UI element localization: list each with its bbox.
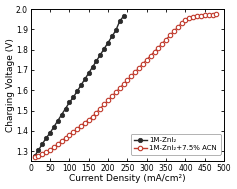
1M-ZnI₂: [68, 101, 71, 104]
1M-ZnI₂+7.5% ACN: [138, 67, 141, 69]
1M-ZnI₂: [64, 107, 67, 110]
1M-ZnI₂+7.5% ACN: [76, 128, 78, 130]
1M-ZnI₂: [45, 137, 48, 139]
1M-ZnI₂+7.5% ACN: [180, 22, 183, 24]
1M-ZnI₂+7.5% ACN: [72, 131, 75, 133]
1M-ZnI₂: [110, 35, 113, 38]
1M-ZnI₂+7.5% ACN: [176, 26, 179, 29]
1M-ZnI₂: [99, 54, 102, 56]
1M-ZnI₂+7.5% ACN: [211, 13, 214, 16]
X-axis label: Current Density (mA/cm²): Current Density (mA/cm²): [69, 174, 186, 184]
1M-ZnI₂: [114, 29, 117, 32]
1M-ZnI₂+7.5% ACN: [110, 95, 113, 98]
1M-ZnI₂+7.5% ACN: [91, 115, 94, 118]
1M-ZnI₂+7.5% ACN: [122, 83, 125, 85]
1M-ZnI₂+7.5% ACN: [200, 14, 202, 17]
1M-ZnI₂+7.5% ACN: [53, 146, 55, 148]
1M-ZnI₂: [37, 149, 40, 151]
1M-ZnI₂: [41, 143, 44, 145]
1M-ZnI₂+7.5% ACN: [37, 155, 40, 157]
1M-ZnI₂+7.5% ACN: [215, 13, 218, 15]
1M-ZnI₂+7.5% ACN: [192, 16, 195, 18]
1M-ZnI₂: [122, 15, 125, 17]
1M-ZnI₂+7.5% ACN: [68, 134, 71, 136]
1M-ZnI₂+7.5% ACN: [83, 122, 86, 124]
1M-ZnI₂+7.5% ACN: [56, 143, 59, 145]
1M-ZnI₂+7.5% ACN: [130, 75, 133, 77]
1M-ZnI₂: [56, 120, 59, 122]
1M-ZnI₂+7.5% ACN: [107, 99, 109, 101]
Y-axis label: Charging Voltage (V): Charging Voltage (V): [5, 38, 14, 132]
1M-ZnI₂: [76, 90, 78, 92]
1M-ZnI₂: [103, 47, 106, 50]
1M-ZnI₂: [87, 72, 90, 74]
1M-ZnI₂+7.5% ACN: [118, 87, 121, 89]
1M-ZnI₂+7.5% ACN: [153, 50, 156, 53]
1M-ZnI₂+7.5% ACN: [33, 156, 36, 158]
1M-ZnI₂+7.5% ACN: [196, 15, 198, 17]
1M-ZnI₂: [60, 113, 63, 116]
1M-ZnI₂+7.5% ACN: [169, 34, 171, 37]
1M-ZnI₂+7.5% ACN: [41, 153, 44, 155]
1M-ZnI₂+7.5% ACN: [145, 59, 148, 61]
1M-ZnI₂+7.5% ACN: [188, 17, 191, 19]
1M-ZnI₂: [33, 155, 36, 157]
1M-ZnI₂+7.5% ACN: [87, 119, 90, 121]
1M-ZnI₂: [80, 84, 82, 86]
1M-ZnI₂+7.5% ACN: [80, 125, 82, 127]
1M-ZnI₂+7.5% ACN: [157, 46, 160, 49]
1M-ZnI₂+7.5% ACN: [141, 63, 144, 65]
1M-ZnI₂+7.5% ACN: [114, 91, 117, 93]
1M-ZnI₂+7.5% ACN: [134, 71, 137, 73]
1M-ZnI₂+7.5% ACN: [207, 14, 210, 16]
1M-ZnI₂: [95, 60, 98, 62]
1M-ZnI₂+7.5% ACN: [99, 107, 102, 110]
1M-ZnI₂: [53, 126, 55, 128]
1M-ZnI₂: [107, 41, 109, 44]
1M-ZnI₂: [72, 96, 75, 98]
1M-ZnI₂: [49, 132, 51, 134]
1M-ZnI₂+7.5% ACN: [149, 55, 152, 57]
1M-ZnI₂: [91, 66, 94, 68]
1M-ZnI₂+7.5% ACN: [173, 30, 175, 33]
1M-ZnI₂+7.5% ACN: [161, 42, 164, 45]
1M-ZnI₂: [83, 78, 86, 80]
Legend: 1M-ZnI₂, 1M-ZnI₂+7.5% ACN: 1M-ZnI₂, 1M-ZnI₂+7.5% ACN: [131, 134, 221, 155]
1M-ZnI₂+7.5% ACN: [126, 79, 129, 81]
1M-ZnI₂+7.5% ACN: [184, 19, 187, 21]
1M-ZnI₂+7.5% ACN: [103, 103, 106, 106]
1M-ZnI₂+7.5% ACN: [45, 151, 48, 153]
1M-ZnI₂+7.5% ACN: [49, 149, 51, 151]
1M-ZnI₂: [118, 20, 121, 22]
1M-ZnI₂+7.5% ACN: [64, 137, 67, 139]
1M-ZnI₂+7.5% ACN: [165, 38, 168, 41]
Line: 1M-ZnI₂+7.5% ACN: 1M-ZnI₂+7.5% ACN: [32, 12, 219, 160]
1M-ZnI₂+7.5% ACN: [203, 14, 206, 16]
1M-ZnI₂+7.5% ACN: [60, 140, 63, 142]
Line: 1M-ZnI₂: 1M-ZnI₂: [32, 14, 126, 158]
1M-ZnI₂+7.5% ACN: [95, 112, 98, 114]
